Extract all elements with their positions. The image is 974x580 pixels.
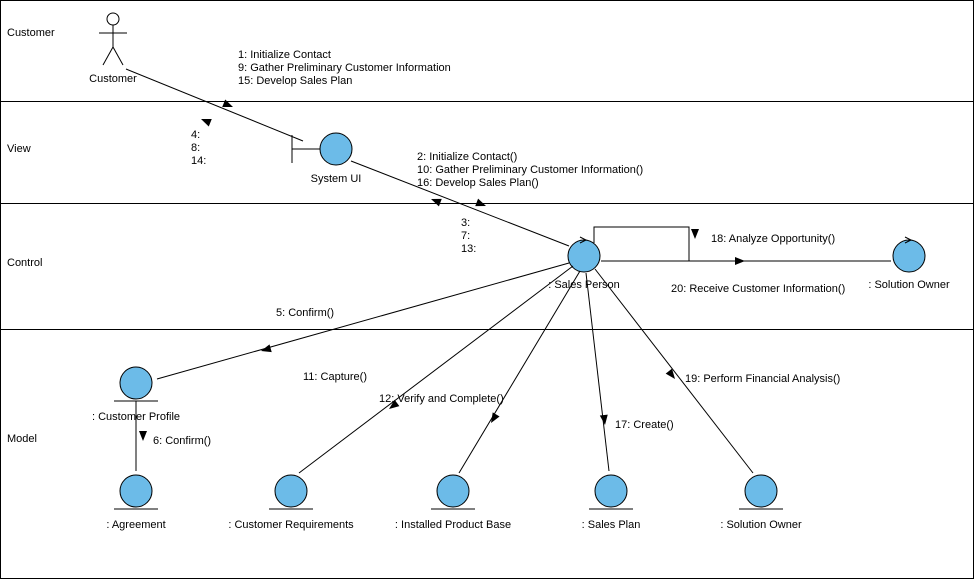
lane-label-customer: Customer xyxy=(7,27,55,39)
msg-fwd-6-0: 17: Create() xyxy=(615,419,674,431)
node-system_ui: System UI xyxy=(311,173,362,185)
msg-back-1-2: 13: xyxy=(461,243,476,255)
msg-back-1-0: 3: xyxy=(461,217,470,229)
msg-fwd-5-0: 12: Verify and Complete() xyxy=(379,393,504,405)
msg-fwd-1-0: 2: Initialize Contact() xyxy=(417,151,517,163)
msg-fwd-7-0: 19: Perform Financial Analysis() xyxy=(685,373,840,385)
msg-fwd-1-2: 16: Develop Sales Plan() xyxy=(417,177,539,189)
node-solution_owner_m: : Solution Owner xyxy=(720,519,801,531)
node-installed_base: : Installed Product Base xyxy=(395,519,511,531)
lane-label-control: Control xyxy=(7,257,42,269)
lane-divider xyxy=(1,101,973,102)
msg-fwd-4-0: 11: Capture() xyxy=(303,371,367,383)
node-agreement: : Agreement xyxy=(106,519,165,531)
node-customer_profile: : Customer Profile xyxy=(92,411,180,423)
collaboration-diagram: Customer View Control Model Customer System U… xyxy=(0,0,974,579)
msg-fwd-3-0: 6: Confirm() xyxy=(153,435,211,447)
lane-label-view: View xyxy=(7,143,31,155)
msg-back-0-0: 4: xyxy=(191,129,200,141)
msg-fwd-8-0: 20: Receive Customer Information() xyxy=(671,283,845,295)
msg-fwd-0-2: 15: Develop Sales Plan xyxy=(238,75,352,87)
msg-back-0-1: 8: xyxy=(191,142,200,154)
msg-back-0-2: 14: xyxy=(191,155,206,167)
msg-fwd-1-1: 10: Gather Preliminary Customer Informat… xyxy=(417,164,643,176)
msg-back-1-1: 7: xyxy=(461,230,470,242)
msg-fwd-2-0: 5: Confirm() xyxy=(276,307,334,319)
msg-self-0: 18: Analyze Opportunity() xyxy=(711,233,835,245)
lane-label-model: Model xyxy=(7,433,37,445)
msg-fwd-0-1: 9: Gather Preliminary Customer Informati… xyxy=(238,62,451,74)
lane-divider xyxy=(1,203,973,204)
msg-fwd-0-0: 1: Initialize Contact xyxy=(238,49,331,61)
node-customer_actor: Customer xyxy=(89,73,137,85)
node-solution_owner_c: : Solution Owner xyxy=(868,279,949,291)
lane-divider xyxy=(1,329,973,330)
node-customer_reqs: : Customer Requirements xyxy=(228,519,353,531)
node-sales_plan: : Sales Plan xyxy=(582,519,641,531)
node-sales_person: : Sales Person xyxy=(548,279,620,291)
